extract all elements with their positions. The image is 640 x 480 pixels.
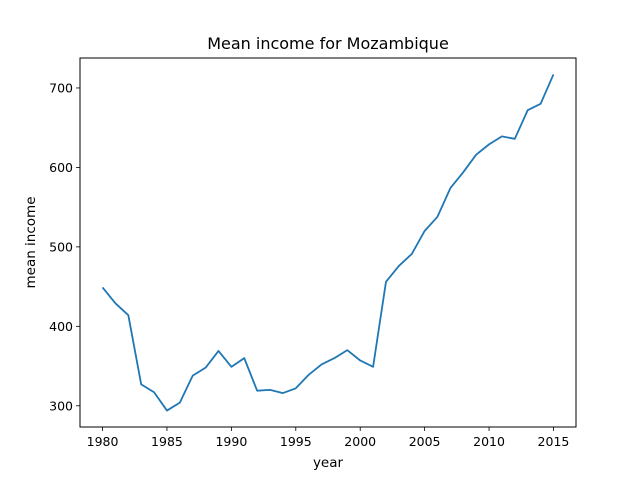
y-tick-label: 500 bbox=[49, 239, 73, 254]
y-tick-label: 600 bbox=[49, 160, 73, 175]
y-axis: 300 400 500 600 700 bbox=[49, 80, 80, 413]
x-tick-label: 2005 bbox=[409, 434, 441, 449]
x-tick-label: 2010 bbox=[473, 434, 505, 449]
x-tick-label: 1985 bbox=[151, 434, 183, 449]
series-line bbox=[101, 74, 555, 412]
x-axis: 1980 1985 1990 1995 2000 2005 2010 2015 bbox=[87, 427, 570, 449]
chart-title: Mean income for Mozambique bbox=[207, 34, 449, 53]
y-tick-label: 400 bbox=[49, 319, 73, 334]
y-tick-label: 300 bbox=[49, 398, 73, 413]
x-tick-label: 1990 bbox=[215, 434, 247, 449]
x-tick-label: 1980 bbox=[87, 434, 119, 449]
x-tick-label: 2000 bbox=[344, 434, 376, 449]
plot-frame bbox=[79, 57, 577, 428]
x-axis-label: year bbox=[313, 455, 344, 471]
x-tick-label: 1995 bbox=[280, 434, 312, 449]
y-axis-label: mean income bbox=[23, 196, 39, 288]
plot-area bbox=[101, 74, 555, 412]
x-tick-label: 2015 bbox=[538, 434, 570, 449]
y-tick-label: 700 bbox=[49, 80, 73, 95]
